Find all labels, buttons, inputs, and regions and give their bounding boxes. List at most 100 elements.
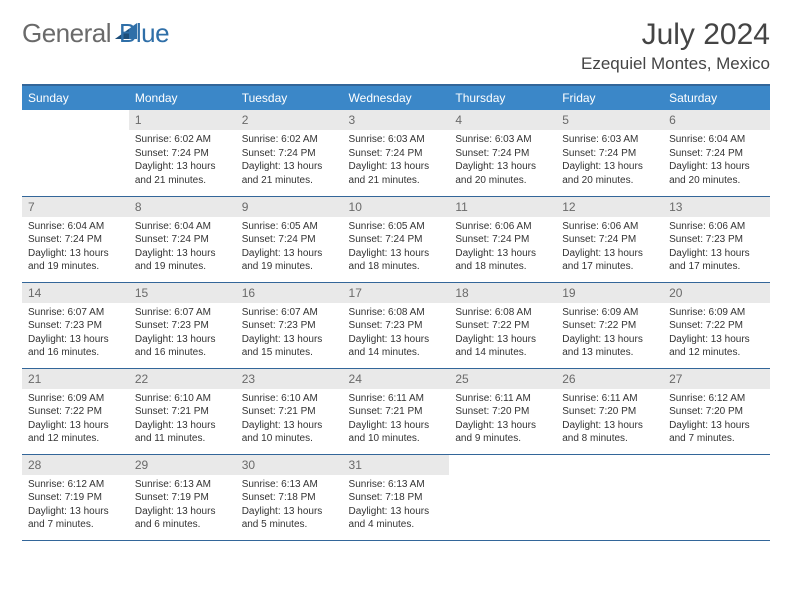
dow-header: Tuesday [236, 85, 343, 110]
day-cell: 11Sunrise: 6:06 AMSunset: 7:24 PMDayligh… [449, 196, 556, 282]
day-line: Daylight: 13 hours [28, 505, 123, 519]
day-line: Sunrise: 6:02 AM [242, 133, 337, 147]
day-line: and 16 minutes. [135, 346, 230, 360]
day-line: and 13 minutes. [562, 346, 657, 360]
day-line: and 9 minutes. [455, 432, 550, 446]
day-number: 4 [449, 110, 556, 130]
day-content: Sunrise: 6:04 AMSunset: 7:24 PMDaylight:… [663, 130, 770, 193]
day-cell: 27Sunrise: 6:12 AMSunset: 7:20 PMDayligh… [663, 368, 770, 454]
day-line: Sunset: 7:20 PM [455, 405, 550, 419]
day-line: Daylight: 13 hours [242, 247, 337, 261]
day-line: Daylight: 13 hours [242, 419, 337, 433]
day-line: Daylight: 13 hours [455, 333, 550, 347]
day-number: 15 [129, 283, 236, 303]
day-number: 19 [556, 283, 663, 303]
week-row: 21Sunrise: 6:09 AMSunset: 7:22 PMDayligh… [22, 368, 770, 454]
day-line: Sunset: 7:23 PM [242, 319, 337, 333]
day-cell: 9Sunrise: 6:05 AMSunset: 7:24 PMDaylight… [236, 196, 343, 282]
day-content: Sunrise: 6:04 AMSunset: 7:24 PMDaylight:… [22, 217, 129, 280]
day-line: Sunset: 7:24 PM [562, 233, 657, 247]
day-number: 18 [449, 283, 556, 303]
day-line: Sunset: 7:24 PM [562, 147, 657, 161]
day-line: Sunset: 7:23 PM [135, 319, 230, 333]
day-cell: 15Sunrise: 6:07 AMSunset: 7:23 PMDayligh… [129, 282, 236, 368]
day-line: Daylight: 13 hours [28, 333, 123, 347]
day-line: Sunset: 7:24 PM [349, 233, 444, 247]
day-line: Daylight: 13 hours [669, 247, 764, 261]
day-line: Sunrise: 6:05 AM [242, 220, 337, 234]
day-content: Sunrise: 6:03 AMSunset: 7:24 PMDaylight:… [449, 130, 556, 193]
day-content: Sunrise: 6:13 AMSunset: 7:18 PMDaylight:… [343, 475, 450, 538]
day-cell [449, 454, 556, 540]
week-row: 14Sunrise: 6:07 AMSunset: 7:23 PMDayligh… [22, 282, 770, 368]
day-line: Sunrise: 6:03 AM [562, 133, 657, 147]
day-line: and 20 minutes. [455, 174, 550, 188]
day-line: and 14 minutes. [349, 346, 444, 360]
day-content: Sunrise: 6:05 AMSunset: 7:24 PMDaylight:… [236, 217, 343, 280]
dow-header: Wednesday [343, 85, 450, 110]
day-line: Sunset: 7:24 PM [28, 233, 123, 247]
day-cell: 17Sunrise: 6:08 AMSunset: 7:23 PMDayligh… [343, 282, 450, 368]
day-content: Sunrise: 6:11 AMSunset: 7:20 PMDaylight:… [449, 389, 556, 452]
logo-text-general: General [22, 18, 111, 49]
day-line: Daylight: 13 hours [455, 247, 550, 261]
day-line: Sunset: 7:23 PM [669, 233, 764, 247]
day-number: 14 [22, 283, 129, 303]
day-line: Sunset: 7:22 PM [455, 319, 550, 333]
day-content: Sunrise: 6:08 AMSunset: 7:22 PMDaylight:… [449, 303, 556, 366]
day-line: Daylight: 13 hours [669, 333, 764, 347]
day-line: Sunset: 7:22 PM [669, 319, 764, 333]
calendar-table: SundayMondayTuesdayWednesdayThursdayFrid… [22, 84, 770, 541]
day-line: and 21 minutes. [349, 174, 444, 188]
day-line: Daylight: 13 hours [349, 247, 444, 261]
day-line: and 17 minutes. [562, 260, 657, 274]
day-line: Sunset: 7:23 PM [28, 319, 123, 333]
day-line: Sunset: 7:20 PM [562, 405, 657, 419]
day-content: Sunrise: 6:02 AMSunset: 7:24 PMDaylight:… [129, 130, 236, 193]
day-cell: 5Sunrise: 6:03 AMSunset: 7:24 PMDaylight… [556, 110, 663, 196]
day-content: Sunrise: 6:10 AMSunset: 7:21 PMDaylight:… [236, 389, 343, 452]
day-cell: 28Sunrise: 6:12 AMSunset: 7:19 PMDayligh… [22, 454, 129, 540]
day-line: Daylight: 13 hours [349, 160, 444, 174]
day-line: Sunrise: 6:12 AM [28, 478, 123, 492]
day-line: Sunrise: 6:12 AM [669, 392, 764, 406]
day-line: Sunset: 7:23 PM [349, 319, 444, 333]
day-cell: 20Sunrise: 6:09 AMSunset: 7:22 PMDayligh… [663, 282, 770, 368]
day-line: and 14 minutes. [455, 346, 550, 360]
day-content: Sunrise: 6:07 AMSunset: 7:23 PMDaylight:… [236, 303, 343, 366]
day-number: 21 [22, 369, 129, 389]
day-cell: 13Sunrise: 6:06 AMSunset: 7:23 PMDayligh… [663, 196, 770, 282]
day-cell: 2Sunrise: 6:02 AMSunset: 7:24 PMDaylight… [236, 110, 343, 196]
day-line: Sunrise: 6:03 AM [455, 133, 550, 147]
day-number: 9 [236, 197, 343, 217]
day-number: 23 [236, 369, 343, 389]
day-line: Daylight: 13 hours [349, 419, 444, 433]
day-number: 6 [663, 110, 770, 130]
day-cell: 4Sunrise: 6:03 AMSunset: 7:24 PMDaylight… [449, 110, 556, 196]
day-cell: 31Sunrise: 6:13 AMSunset: 7:18 PMDayligh… [343, 454, 450, 540]
dow-row: SundayMondayTuesdayWednesdayThursdayFrid… [22, 85, 770, 110]
day-line: Sunrise: 6:07 AM [242, 306, 337, 320]
day-content: Sunrise: 6:12 AMSunset: 7:20 PMDaylight:… [663, 389, 770, 452]
day-cell: 3Sunrise: 6:03 AMSunset: 7:24 PMDaylight… [343, 110, 450, 196]
day-number: 29 [129, 455, 236, 475]
day-line: Daylight: 13 hours [28, 247, 123, 261]
day-line: Sunrise: 6:11 AM [455, 392, 550, 406]
day-line: Sunrise: 6:07 AM [28, 306, 123, 320]
day-cell: 12Sunrise: 6:06 AMSunset: 7:24 PMDayligh… [556, 196, 663, 282]
day-line: Daylight: 13 hours [135, 333, 230, 347]
day-line: and 15 minutes. [242, 346, 337, 360]
day-line: Daylight: 13 hours [349, 505, 444, 519]
day-line: Sunset: 7:22 PM [562, 319, 657, 333]
day-number: 16 [236, 283, 343, 303]
day-content: Sunrise: 6:09 AMSunset: 7:22 PMDaylight:… [556, 303, 663, 366]
day-line: and 21 minutes. [135, 174, 230, 188]
day-cell: 8Sunrise: 6:04 AMSunset: 7:24 PMDaylight… [129, 196, 236, 282]
day-line: Sunset: 7:24 PM [455, 147, 550, 161]
day-content: Sunrise: 6:10 AMSunset: 7:21 PMDaylight:… [129, 389, 236, 452]
day-cell: 19Sunrise: 6:09 AMSunset: 7:22 PMDayligh… [556, 282, 663, 368]
day-line: Sunset: 7:21 PM [242, 405, 337, 419]
day-line: Sunset: 7:24 PM [455, 233, 550, 247]
day-line: Sunset: 7:24 PM [242, 233, 337, 247]
day-content: Sunrise: 6:11 AMSunset: 7:21 PMDaylight:… [343, 389, 450, 452]
